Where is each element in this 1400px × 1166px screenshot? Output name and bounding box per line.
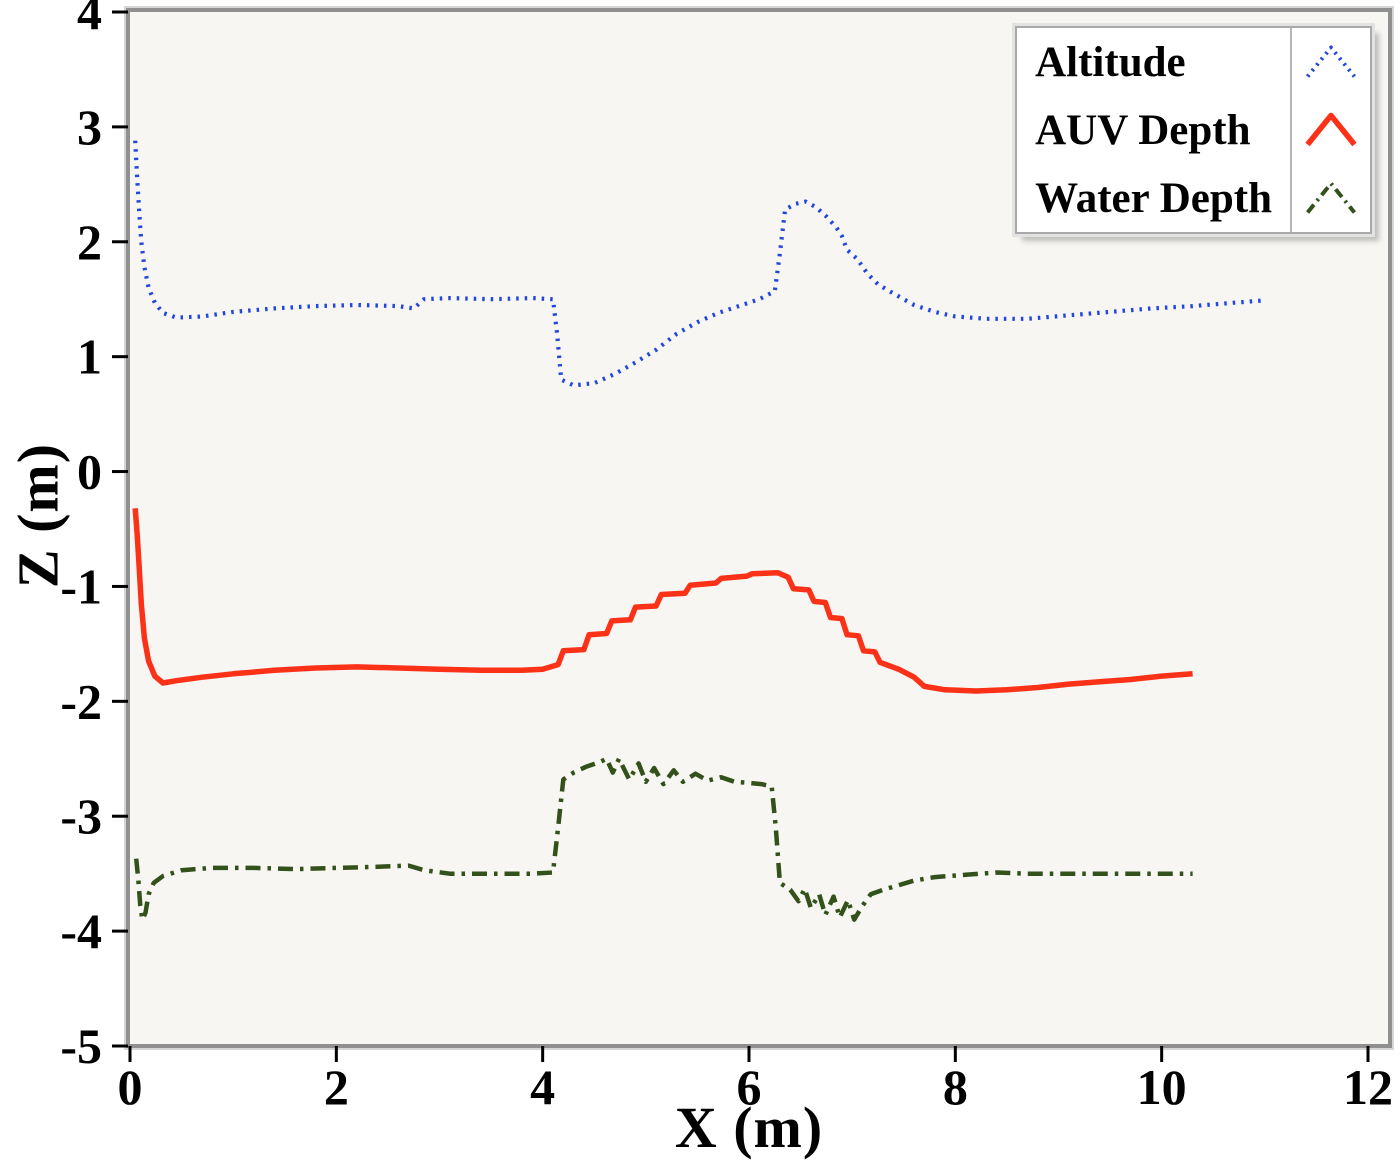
legend-item-water-depth[interactable]: Water Depth (1017, 164, 1370, 232)
svg-text:3: 3 (77, 99, 102, 155)
svg-text:4: 4 (530, 1059, 555, 1115)
legend-item-auv-depth[interactable]: AUV Depth (1017, 96, 1370, 164)
svg-text:-1: -1 (60, 558, 102, 614)
svg-text:-4: -4 (60, 903, 102, 959)
legend-label-auv-depth: AUV Depth (1035, 106, 1251, 154)
svg-text:6: 6 (737, 1059, 762, 1115)
svg-text:12: 12 (1343, 1059, 1393, 1115)
legend: Altitude AUV Depth Water Depth (1015, 26, 1372, 234)
svg-text:2: 2 (77, 214, 102, 270)
svg-text:4: 4 (77, 0, 102, 40)
y-axis-title: Z (m) (5, 442, 71, 589)
legend-item-altitude[interactable]: Altitude (1017, 28, 1370, 96)
auv-depth-line-sample-icon (1290, 96, 1370, 164)
svg-text:0: 0 (77, 444, 102, 500)
legend-label-water-depth: Water Depth (1035, 174, 1272, 222)
svg-text:8: 8 (943, 1059, 968, 1115)
legend-label-altitude: Altitude (1035, 38, 1186, 86)
svg-text:-3: -3 (60, 788, 102, 844)
svg-text:2: 2 (324, 1059, 349, 1115)
water-depth-line-sample-icon (1290, 164, 1370, 232)
altitude-line-sample-icon (1290, 28, 1370, 96)
svg-text:-2: -2 (60, 673, 102, 729)
x-axis-title: X (m) (674, 1095, 824, 1160)
svg-text:10: 10 (1137, 1059, 1187, 1115)
svg-text:-5: -5 (60, 1018, 102, 1074)
svg-text:0: 0 (118, 1059, 143, 1115)
svg-text:1: 1 (77, 329, 102, 385)
